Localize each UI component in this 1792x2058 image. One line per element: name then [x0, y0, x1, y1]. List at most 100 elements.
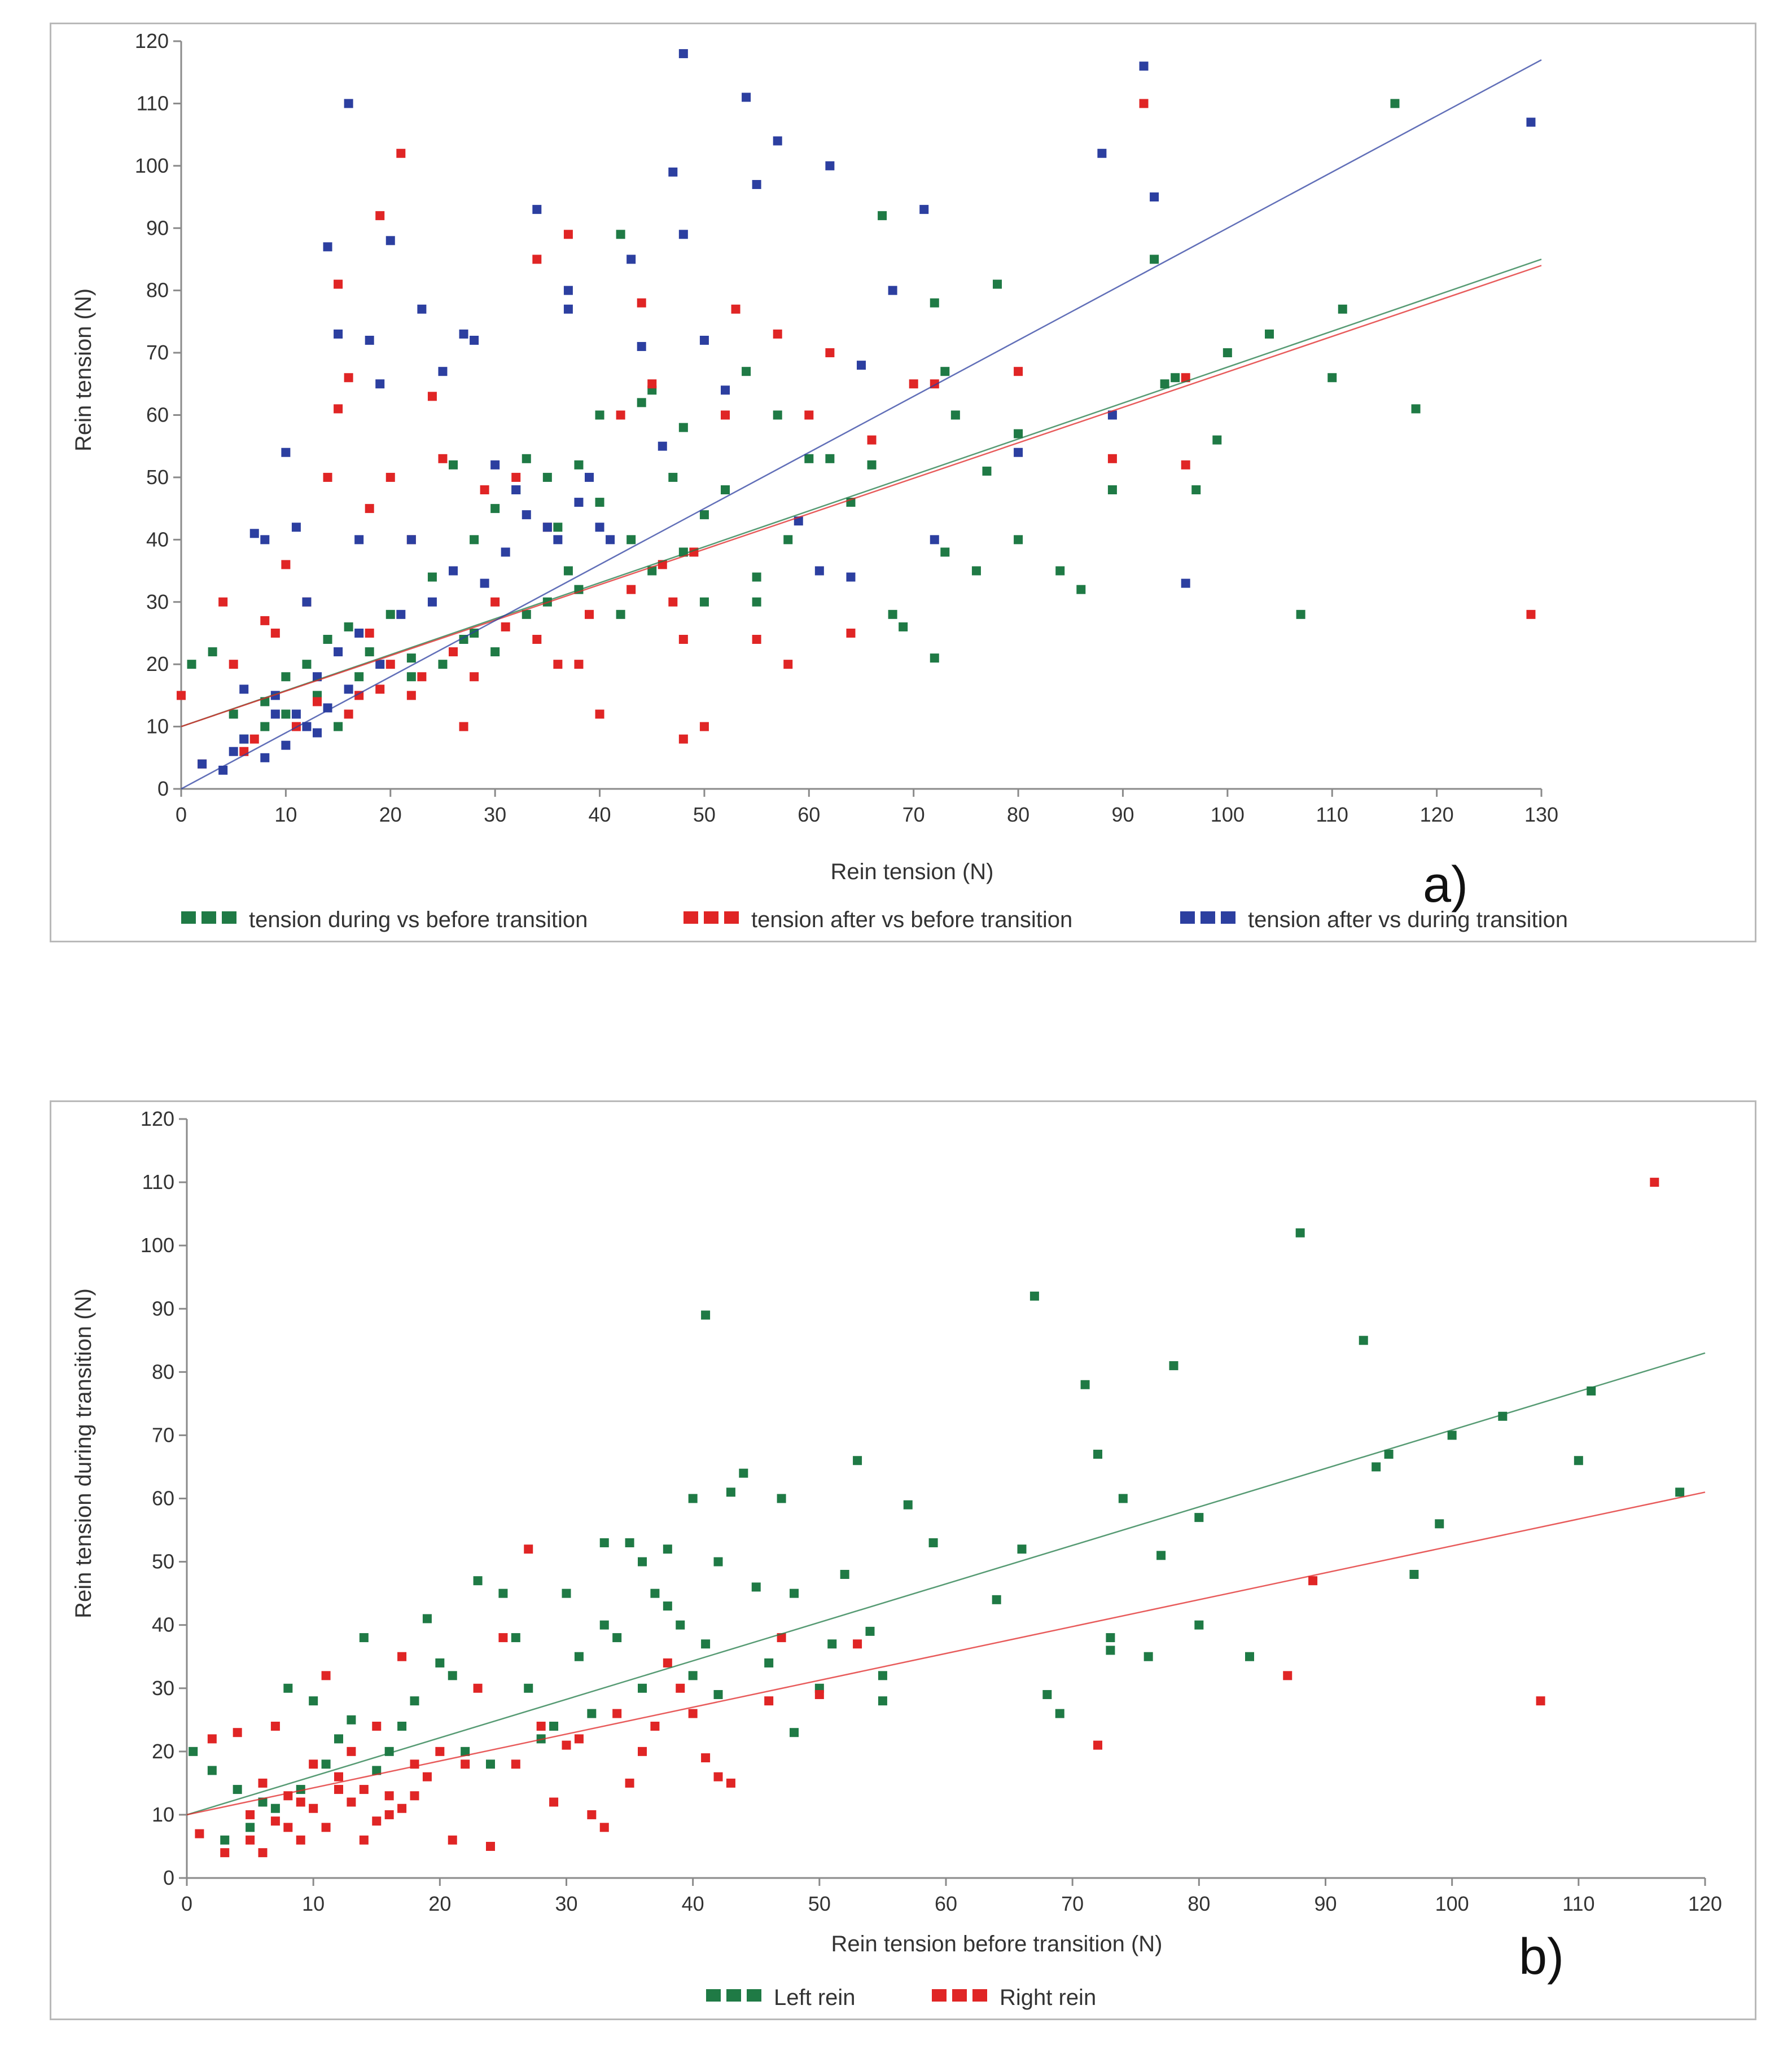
data-point — [739, 1468, 748, 1478]
legend-marker — [747, 1989, 761, 2002]
data-point — [490, 597, 500, 607]
data-point — [246, 1823, 255, 1832]
data-point — [344, 622, 353, 631]
data-point — [365, 647, 374, 657]
data-point — [1029, 1291, 1039, 1301]
data-point — [281, 709, 291, 719]
x-tick-label: 110 — [1562, 1892, 1594, 1915]
data-point — [321, 1823, 331, 1832]
data-point — [637, 342, 646, 352]
legend-marker — [1200, 911, 1215, 924]
data-point — [522, 454, 531, 463]
data-point — [309, 1696, 318, 1706]
data-point — [1296, 609, 1305, 619]
data-point — [928, 1538, 938, 1547]
data-point — [595, 523, 604, 532]
data-point — [375, 684, 385, 694]
data-point — [296, 1835, 305, 1845]
data-point — [688, 1494, 698, 1503]
data-point — [1245, 1652, 1254, 1661]
data-point — [239, 734, 249, 744]
data-point — [616, 609, 625, 619]
data-point — [1194, 1620, 1204, 1630]
data-point — [804, 410, 814, 420]
data-point — [742, 367, 751, 376]
data-point — [347, 1747, 356, 1756]
data-point — [536, 1722, 546, 1731]
data-point — [1014, 447, 1023, 457]
data-point — [563, 286, 573, 295]
data-point — [258, 1778, 268, 1788]
data-point — [459, 329, 468, 339]
data-point — [1181, 578, 1190, 588]
data-point — [1435, 1519, 1444, 1529]
data-point — [522, 510, 531, 520]
data-point — [372, 1816, 382, 1826]
data-point — [647, 566, 657, 576]
data-point — [302, 660, 312, 669]
data-point — [249, 529, 259, 538]
data-point — [385, 236, 395, 245]
y-tick-label: 80 — [146, 279, 169, 302]
data-point — [323, 703, 332, 713]
data-point — [676, 1683, 685, 1693]
data-point — [354, 672, 364, 682]
data-point — [313, 728, 322, 738]
x-tick-label: 40 — [589, 803, 611, 826]
data-point — [563, 566, 573, 576]
data-point — [1283, 1671, 1292, 1680]
legend-label: tension during vs before transition — [249, 907, 588, 932]
data-point — [344, 709, 353, 719]
data-point — [249, 734, 259, 744]
data-point — [827, 1639, 837, 1649]
trend-line — [181, 258, 1542, 727]
data-point — [177, 691, 186, 700]
y-tick-label: 90 — [146, 216, 169, 239]
data-point — [438, 367, 448, 376]
data-point — [599, 1538, 609, 1547]
data-point — [385, 609, 395, 619]
x-tick-label: 0 — [176, 803, 187, 826]
data-point — [1194, 1513, 1204, 1522]
data-point — [1181, 373, 1190, 383]
x-tick-label: 60 — [935, 1892, 957, 1915]
data-point — [853, 1456, 862, 1465]
data-point — [344, 373, 353, 383]
data-point — [281, 672, 291, 682]
data-point — [511, 1633, 520, 1643]
data-point — [406, 672, 416, 682]
data-point — [246, 1835, 255, 1845]
data-point — [365, 628, 374, 638]
y-tick-label: 20 — [152, 1740, 174, 1763]
data-point — [375, 211, 385, 221]
scatter-plot-b: 0 10 20 30 40 50 60 70 80 90 100 110 120 0 10 20 30 40 50 6… — [71, 1107, 1722, 2010]
data-point — [1106, 1633, 1115, 1643]
y-tick-label: 0 — [163, 1866, 174, 1889]
data-point — [790, 1728, 799, 1737]
legend-label: tension after vs before transition — [751, 907, 1072, 932]
x-tick-label: 50 — [808, 1892, 831, 1915]
data-point — [1171, 373, 1180, 383]
data-point — [449, 566, 458, 576]
x-tick-label: 120 — [1688, 1892, 1722, 1915]
y-tick-label: 60 — [152, 1487, 174, 1510]
data-point — [587, 1810, 597, 1819]
x-tick-label: 70 — [902, 803, 925, 826]
data-point — [359, 1785, 369, 1794]
legend-marker — [932, 1989, 947, 2002]
data-point — [701, 1639, 711, 1649]
data-point — [625, 1778, 634, 1788]
data-point — [553, 660, 563, 669]
y-tick-label: 40 — [146, 528, 169, 551]
x-tick-label: 30 — [555, 1892, 577, 1915]
data-point — [1014, 535, 1023, 545]
data-point — [198, 759, 207, 769]
y-tick-label: 30 — [152, 1677, 174, 1700]
y-tick-label: 110 — [142, 1170, 174, 1193]
y-tick-label: 70 — [146, 341, 169, 364]
data-point — [606, 535, 615, 545]
data-point — [721, 410, 730, 420]
data-point — [699, 510, 709, 520]
data-point — [1295, 1228, 1305, 1238]
y-tick-label: 40 — [152, 1613, 174, 1636]
